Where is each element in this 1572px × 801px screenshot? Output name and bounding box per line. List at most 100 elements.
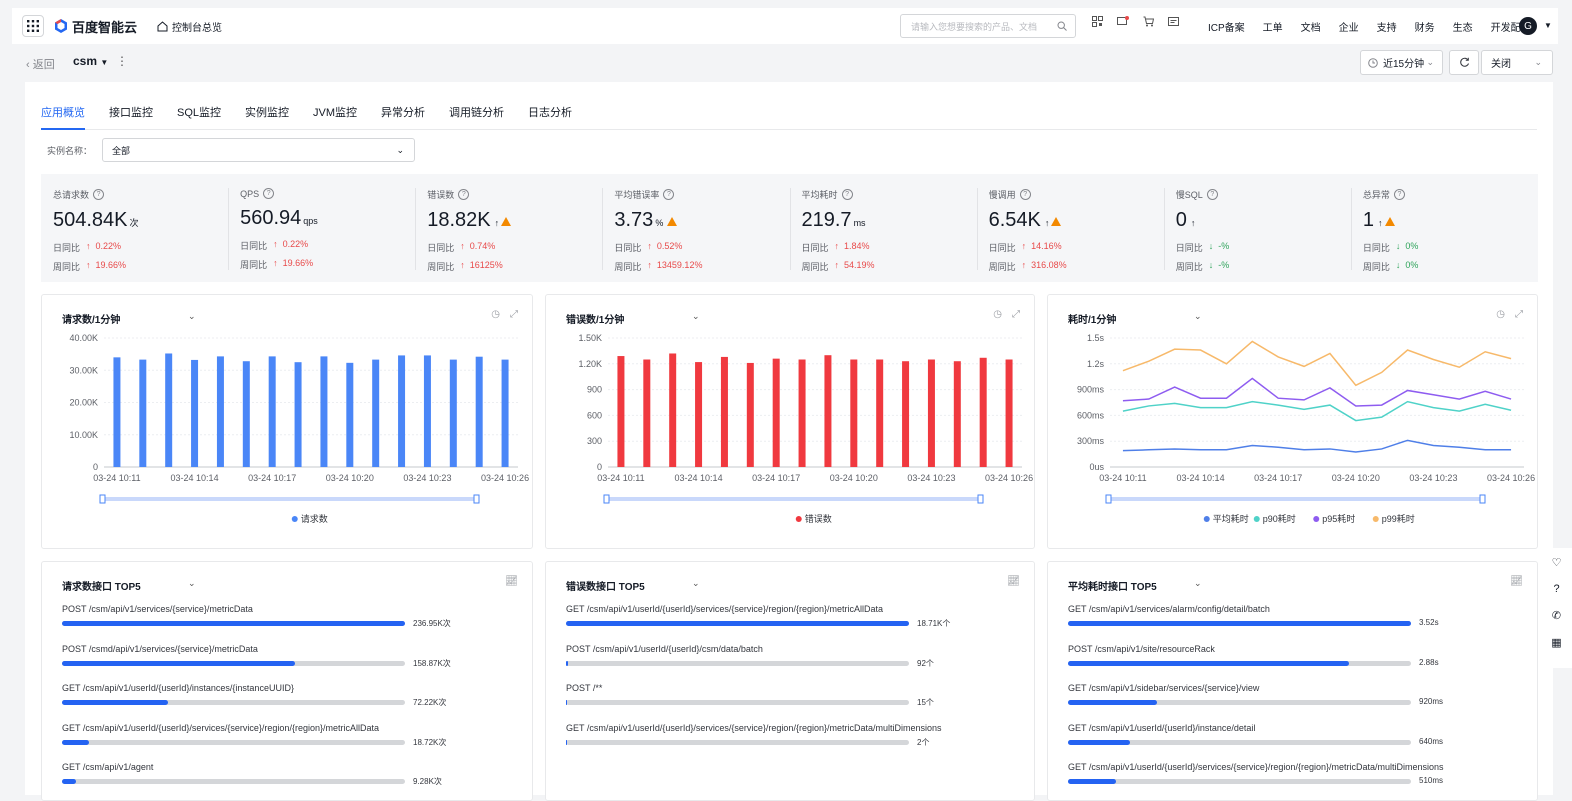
top5-row[interactable]: GET /csm/api/v1/userId/{userId}/instance… — [1068, 723, 1488, 746]
top5-row[interactable]: POST /** 15个 — [566, 683, 986, 707]
top5-row[interactable]: GET /csm/api/v1/userId/{userId}/services… — [62, 723, 482, 747]
top5-row[interactable]: GET /csm/api/v1/agent 9.28K次 — [62, 762, 482, 786]
clock-icon[interactable]: ◷ — [491, 309, 500, 320]
bar — [346, 362, 354, 467]
top5-bar-fill — [62, 779, 76, 784]
link-icp[interactable]: ICP备案 — [1208, 22, 1245, 34]
legend-label: 错误数 — [805, 513, 832, 524]
trend-arrow-icon: ↓ — [1208, 260, 1214, 270]
search-icon[interactable] — [1057, 21, 1067, 31]
bar — [139, 359, 147, 467]
link-ecosystem[interactable]: 生态 — [1452, 22, 1473, 34]
billing-icon[interactable] — [1168, 16, 1179, 27]
chart-card-errors: 错误数/1分钟 ⌄ ◷ ⤢ 0 300 600 900 1.20K 1.50K 03-24 1… — [545, 294, 1035, 549]
message-icon[interactable] — [1117, 16, 1129, 27]
search-input[interactable]: 请输入您想要搜索的产品、文档 — [900, 14, 1076, 38]
zoom-slider-track — [102, 497, 476, 501]
clock-icon[interactable]: ◷ — [1496, 309, 1505, 320]
chart-title: 请求数/1分钟 — [62, 315, 121, 326]
heart-icon[interactable]: ♡ — [1551, 557, 1562, 569]
expand-icon[interactable]: ⤢ — [1012, 309, 1020, 320]
wow-percent: -% — [1218, 260, 1230, 270]
link-ticket[interactable]: 工单 — [1262, 22, 1283, 34]
help-circle-icon[interactable]: ? — [263, 188, 275, 199]
app-name: csm — [73, 54, 98, 68]
caret-down-icon[interactable]: ▼ — [1544, 21, 1552, 30]
qrcode-icon[interactable] — [1092, 16, 1103, 27]
tab-instance-monitor[interactable]: 实例监控 — [245, 107, 290, 119]
link-support[interactable]: 支持 — [1376, 22, 1397, 34]
help-circle-icon[interactable]: ? — [1393, 189, 1405, 200]
line-chart-icon[interactable]: 📈︎ — [1510, 576, 1523, 587]
tab-trace-analysis[interactable]: 调用链分析 — [449, 107, 505, 119]
clock-icon[interactable]: ◷ — [993, 309, 1002, 320]
tab-api-monitor[interactable]: 接口监控 — [109, 107, 153, 119]
help-circle-icon[interactable]: ? — [1206, 189, 1218, 200]
x-tick-label: 03-24 10:17 — [248, 473, 296, 483]
help-circle-icon[interactable]: ? — [663, 189, 675, 200]
day-over-day: 日同比 ↑ 1.84% — [802, 241, 965, 254]
line-chart-icon[interactable]: 📈︎ — [1007, 576, 1020, 587]
chevron-down-icon[interactable]: ⌄ — [692, 578, 700, 588]
tab-log-analysis[interactable]: 日志分析 — [528, 107, 573, 119]
wow-label: 周同比 — [53, 262, 81, 272]
trend-arrow-icon: ↑ — [1021, 241, 1027, 251]
tab-exception-analysis[interactable]: 异常分析 — [381, 107, 426, 119]
help-circle-icon[interactable]: ? — [1019, 189, 1031, 200]
help-circle-icon[interactable]: ? — [841, 189, 853, 200]
brand-logo[interactable]: 百度智能云 — [54, 17, 137, 36]
chevron-down-icon[interactable]: ⌄ — [1194, 578, 1202, 588]
top5-row[interactable]: GET /csm/api/v1/userId/{userId}/instance… — [62, 683, 482, 707]
app-switcher[interactable]: csm ▼ — [73, 54, 108, 68]
trend-arrow-icon: ↑ — [86, 241, 91, 251]
avatar[interactable]: G — [1519, 17, 1537, 35]
top5-row[interactable]: GET /csm/api/v1/userId/{userId}/services… — [566, 722, 986, 747]
top5-value: 18.72K次 — [413, 737, 447, 747]
instance-select[interactable]: 全部 ⌄ — [102, 138, 415, 162]
help-circle-icon[interactable]: ? — [458, 189, 470, 200]
phone-icon[interactable]: ✆ — [1551, 610, 1562, 622]
top5-row[interactable]: POST /csm/api/v1/site/resourceRack 2.88s — [1068, 644, 1488, 667]
tab-sql-monitor[interactable]: SQL监控 — [177, 107, 222, 119]
top5-row[interactable]: POST /csm/api/v1/services/{service}/metr… — [62, 604, 482, 628]
top5-endpoint: POST /** — [566, 683, 603, 693]
back-link[interactable]: ‹ 返回 — [26, 56, 55, 72]
back-label: 返回 — [32, 59, 55, 71]
line-chart-icon[interactable]: 📈︎ — [505, 576, 518, 587]
chevron-down-icon[interactable]: ⌄ — [692, 311, 700, 321]
refresh-button[interactable] — [1449, 50, 1479, 75]
link-dev-config[interactable]: 开发配置 — [1490, 22, 1531, 34]
chevron-down-icon[interactable]: ⌄ — [188, 578, 196, 588]
apps-icon[interactable]: ▦ — [1551, 637, 1562, 649]
tab-app-overview[interactable]: 应用概览 — [41, 100, 85, 130]
expand-icon[interactable]: ⤢ — [510, 309, 518, 320]
more-vertical-icon[interactable]: ⋮ — [116, 54, 128, 68]
chevron-down-icon[interactable]: ⌄ — [1194, 311, 1202, 321]
legend-label: p99耗时 — [1382, 513, 1415, 524]
brand-name: 百度智能云 — [72, 19, 138, 35]
apps-grid-icon[interactable] — [22, 15, 44, 37]
top5-row[interactable]: GET /csm/api/v1/sidebar/services/{servic… — [1068, 683, 1488, 706]
link-docs[interactable]: 文档 — [1300, 22, 1321, 34]
top5-row[interactable]: GET /csm/api/v1/services/alarm/config/de… — [1068, 604, 1488, 627]
y-tick-label: 900 — [587, 385, 602, 395]
auto-refresh-select[interactable]: 关闭 ⌄ — [1481, 50, 1553, 75]
top5-row[interactable]: GET /csm/api/v1/userId/{userId}/services… — [1068, 762, 1488, 785]
help-circle-icon[interactable]: ? — [93, 189, 105, 200]
time-range-select[interactable]: 近15分钟 ⌄ — [1360, 50, 1443, 75]
cart-icon[interactable] — [1143, 16, 1154, 27]
top5-row[interactable]: POST /csm/api/v1/userId/{userId}/csm/dat… — [566, 644, 986, 668]
tab-jvm-monitor[interactable]: JVM监控 — [313, 107, 358, 119]
top5-row[interactable]: GET /csm/api/v1/userId/{userId}/services… — [566, 604, 986, 628]
day-over-day: 日同比 ↑ 0.22% — [53, 241, 216, 254]
chevron-down-icon[interactable]: ⌄ — [188, 311, 196, 321]
expand-icon[interactable]: ⤢ — [1515, 309, 1523, 320]
console-home-link[interactable]: 控制台总览 — [157, 19, 222, 34]
link-finance[interactable]: 财务 — [1414, 22, 1435, 34]
top5-row[interactable]: POST /csmd/api/v1/services/{service}/met… — [62, 644, 482, 668]
help-icon[interactable]: ? — [1553, 583, 1560, 595]
stat-value: 6.54K ↑ — [989, 209, 1152, 235]
top5-endpoint: GET /csm/api/v1/userId/{userId}/services… — [566, 722, 942, 733]
link-enterprise[interactable]: 企业 — [1338, 22, 1359, 34]
chart-title: 错误数/1分钟 — [566, 315, 625, 326]
